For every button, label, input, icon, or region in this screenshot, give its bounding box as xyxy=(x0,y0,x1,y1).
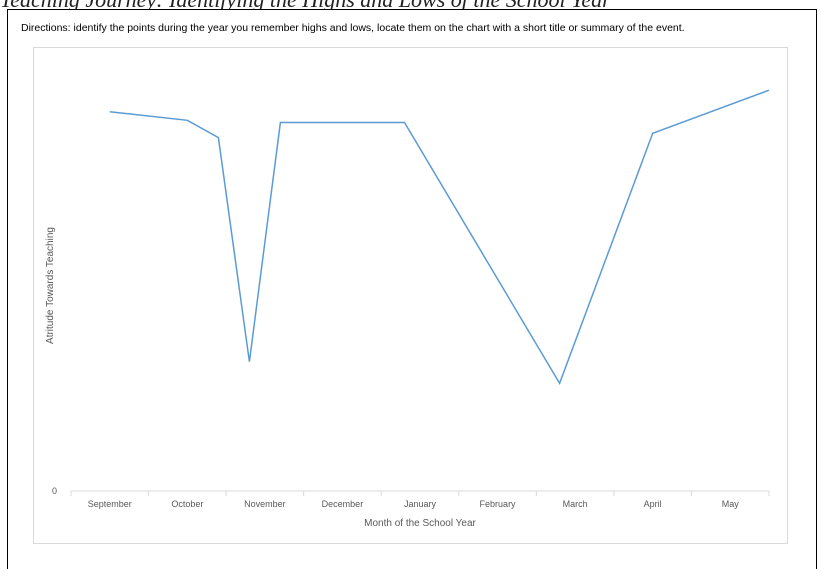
x-tick-label: May xyxy=(722,499,740,509)
x-tick-label: April xyxy=(644,499,662,509)
directions-text: Directions: identify the points during t… xyxy=(21,22,685,34)
top-caption: Teaching Journey: Identifying the Highs … xyxy=(0,0,821,12)
x-tick-label: November xyxy=(244,499,286,509)
line-chart: September October November December January F… xyxy=(45,89,770,529)
chart-area: September October November December January F… xyxy=(33,47,788,544)
y-axis-title: Atritude Towards Teaching xyxy=(45,227,56,344)
x-tick-label: January xyxy=(404,499,437,509)
x-tick-label: December xyxy=(322,499,364,509)
y-tick-label: 0 xyxy=(52,486,57,496)
x-tick-label: September xyxy=(88,499,132,509)
x-tick-label: October xyxy=(171,499,203,509)
series-line xyxy=(109,89,770,386)
x-axis-title: Month of the School Year xyxy=(364,518,476,529)
x-tick-label: March xyxy=(563,499,588,509)
x-tick-label: February xyxy=(480,499,517,509)
